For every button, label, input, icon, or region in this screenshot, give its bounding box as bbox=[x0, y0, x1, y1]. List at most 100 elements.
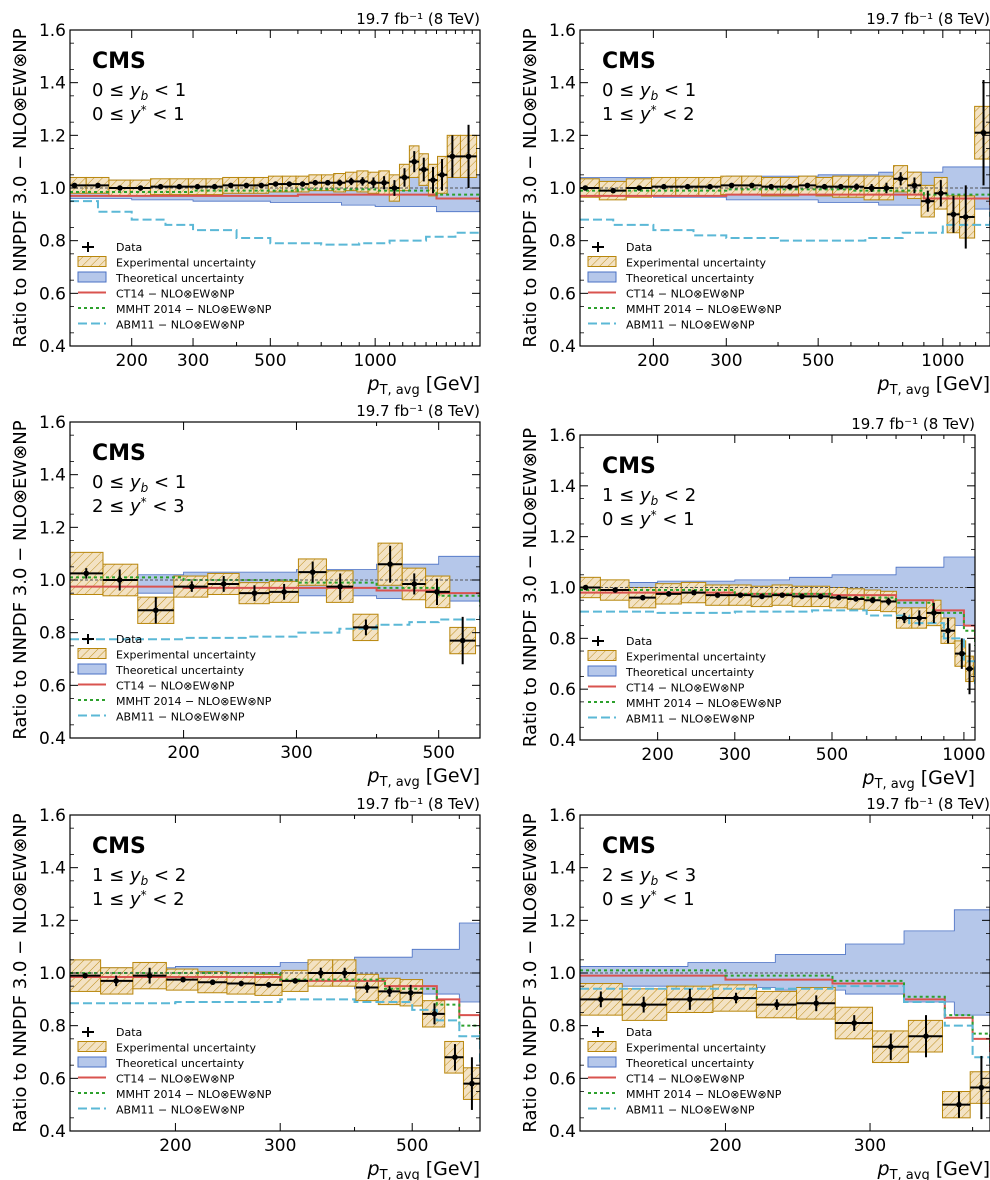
data-marker bbox=[71, 182, 78, 189]
legend-label: MMHT 2014 − NLO⊗EW⊗NP bbox=[116, 303, 272, 316]
legend-label: CT14 − NLO⊗EW⊗NP bbox=[116, 680, 235, 693]
data-point bbox=[150, 183, 170, 190]
legend-label: Data bbox=[116, 633, 142, 646]
bin-label-sub: b bbox=[651, 89, 659, 103]
data-point bbox=[282, 181, 296, 187]
data-point bbox=[829, 594, 848, 601]
data-marker bbox=[157, 183, 164, 190]
data-point bbox=[345, 177, 357, 186]
legend-theory-swatch bbox=[587, 271, 617, 283]
legend-label: Theoretical uncertainty bbox=[625, 1057, 755, 1070]
abm11-line bbox=[580, 985, 990, 1068]
data-marker bbox=[966, 666, 973, 672]
legend-label: Experimental uncertainty bbox=[116, 257, 257, 270]
data-marker bbox=[851, 1020, 858, 1026]
data-marker bbox=[452, 1054, 458, 1061]
data-marker bbox=[211, 183, 218, 190]
bin-label-sub: * bbox=[141, 103, 147, 117]
y-tick-label: 1.4 bbox=[549, 859, 576, 879]
x-axis-label-p: p bbox=[877, 373, 890, 395]
data-point bbox=[780, 183, 799, 190]
plot-area bbox=[70, 915, 480, 1110]
data-point bbox=[796, 995, 836, 1012]
data-marker bbox=[837, 183, 844, 190]
legend-label: ABM11 − NLO⊗EW⊗NP bbox=[626, 1104, 755, 1117]
experiment-label: CMS bbox=[92, 49, 146, 74]
data-point bbox=[444, 1044, 464, 1071]
experiment-label: CMS bbox=[602, 454, 656, 479]
data-marker bbox=[768, 183, 774, 190]
legend-label: CT14 − NLO⊗EW⊗NP bbox=[626, 288, 745, 301]
data-marker bbox=[272, 181, 279, 187]
y-tick-label: 1.4 bbox=[549, 477, 576, 497]
legend-exp-swatch bbox=[587, 256, 617, 267]
data-marker bbox=[411, 581, 418, 587]
x-axis-label-sub: T, avg bbox=[379, 383, 420, 398]
data-point bbox=[166, 976, 198, 983]
data-point bbox=[864, 597, 881, 604]
x-tick-label: 500 bbox=[802, 351, 834, 371]
data-point bbox=[70, 972, 101, 979]
mmht-line bbox=[580, 589, 975, 646]
legend: Data Experimental uncertainty Theoretical … bbox=[587, 241, 782, 332]
experiment-label: CMS bbox=[92, 834, 146, 859]
bin-label-prefix: 0 ≤ bbox=[92, 104, 130, 125]
bin-label-ystar: 1 ≤ y* < 2 bbox=[92, 888, 185, 910]
data-marker bbox=[640, 1001, 647, 1008]
data-marker bbox=[431, 1011, 438, 1017]
legend-label: Experimental uncertainty bbox=[626, 257, 767, 270]
data-point bbox=[137, 597, 174, 624]
abm11-line bbox=[70, 200, 480, 246]
x-axis-label-sub: T, avg bbox=[379, 1168, 420, 1180]
lumi-label: 19.7 fb⁻¹ (8 TeV) bbox=[866, 10, 990, 28]
data-marker bbox=[312, 179, 319, 186]
data-point bbox=[965, 643, 974, 695]
legend-label: CT14 − NLO⊗EW⊗NP bbox=[116, 288, 235, 301]
y-axis-label: Ratio to NNPDF 3.0 − NLO⊗EW⊗NP bbox=[10, 28, 31, 347]
data-point bbox=[368, 177, 379, 188]
x-axis-label-sub: T, avg bbox=[379, 775, 420, 790]
x-tick-label: 500 bbox=[396, 1136, 428, 1156]
data-marker bbox=[265, 982, 272, 988]
x-axis-label: pT, avg [GeV] bbox=[877, 373, 990, 398]
y-tick-label: 1.4 bbox=[39, 74, 66, 94]
y-tick-label: 0.6 bbox=[39, 284, 66, 304]
data-marker bbox=[636, 185, 643, 191]
data-point bbox=[926, 602, 941, 624]
x-axis-label: pT, avg [GeV] bbox=[367, 373, 480, 398]
data-marker bbox=[612, 587, 618, 593]
data-point bbox=[628, 594, 656, 601]
bin-label-var: y bbox=[129, 104, 141, 125]
data-point bbox=[712, 992, 757, 1004]
bin-label-suffix: < 3 bbox=[658, 865, 696, 886]
y-tick-label: 0.6 bbox=[549, 1069, 576, 1089]
legend-label: MMHT 2014 − NLO⊗EW⊗NP bbox=[116, 1088, 272, 1101]
data-point bbox=[940, 618, 955, 644]
data-point bbox=[356, 177, 369, 186]
data-marker bbox=[885, 598, 892, 605]
data-point bbox=[378, 545, 403, 583]
y-tick-label: 1.6 bbox=[39, 806, 66, 826]
data-point bbox=[402, 573, 426, 595]
data-point bbox=[295, 181, 309, 187]
data-point bbox=[872, 1033, 909, 1060]
data-marker bbox=[853, 183, 860, 190]
legend-label: CT14 − NLO⊗EW⊗NP bbox=[116, 1073, 235, 1086]
data-marker bbox=[281, 589, 287, 595]
bin-label-sub: * bbox=[141, 495, 147, 509]
data-point bbox=[666, 988, 713, 1010]
y-tick-label: 0.4 bbox=[39, 729, 66, 749]
bin-label-var: y bbox=[129, 889, 141, 910]
x-tick-label: 300 bbox=[854, 1136, 886, 1156]
data-marker bbox=[813, 1000, 820, 1007]
data-point bbox=[896, 612, 912, 624]
y-tick-label: 1.0 bbox=[549, 579, 576, 599]
data-marker bbox=[387, 561, 393, 567]
data-point bbox=[206, 183, 223, 190]
data-marker bbox=[137, 185, 144, 191]
data-marker bbox=[465, 153, 472, 160]
x-tick-label: 200 bbox=[637, 351, 669, 371]
data-point bbox=[399, 168, 410, 187]
x-tick-label: 200 bbox=[159, 1136, 191, 1156]
legend: Data Experimental uncertainty Theoretical … bbox=[587, 635, 782, 726]
